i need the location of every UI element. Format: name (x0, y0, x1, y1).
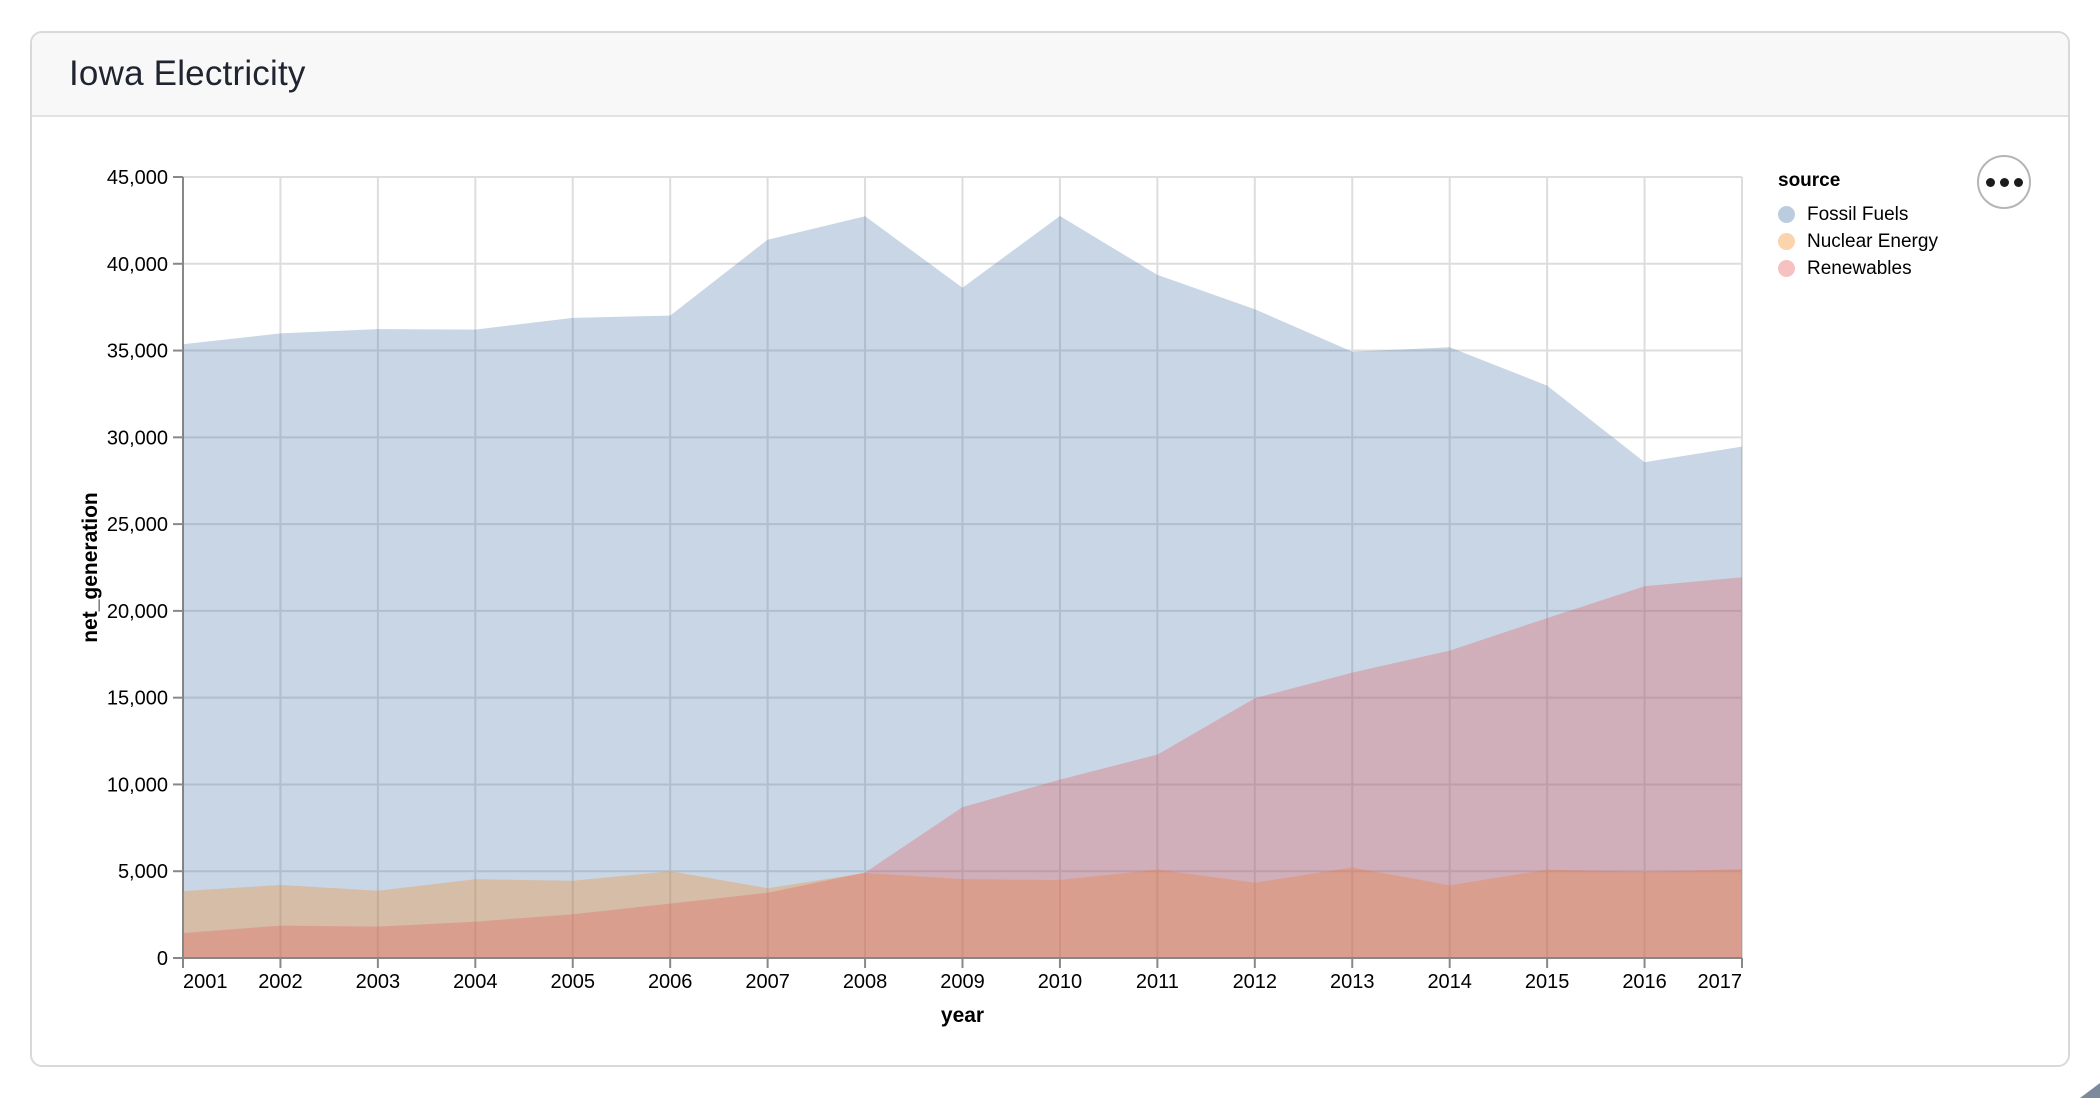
chart-card: Iowa Electricity (30, 31, 2070, 1067)
renewables-swatch-icon (1778, 260, 1795, 277)
legend-item-label: Fossil Fuels (1807, 203, 1909, 225)
resize-grip-icon[interactable] (2080, 1083, 2100, 1098)
fossil-fuels-swatch-icon (1778, 206, 1795, 223)
legend-item-nuclear-energy: Nuclear Energy (1778, 228, 1938, 255)
nuclear-energy-swatch-icon (1778, 233, 1795, 250)
legend-item-label: Renewables (1807, 257, 1912, 279)
page-title: Iowa Electricity (69, 54, 306, 93)
legend: source Fossil Fuels Nuclear Energy Renew… (1778, 170, 1938, 282)
more-options-button[interactable] (1977, 155, 2031, 209)
card-header: Iowa Electricity (32, 33, 2068, 117)
legend-title: source (1778, 170, 1841, 191)
legend-item-fossil-fuels: Fossil Fuels (1778, 201, 1938, 228)
more-options-ellipsis-icon (1985, 177, 2023, 187)
legend-item-renewables: Renewables (1778, 255, 1938, 282)
legend-item-label: Nuclear Energy (1807, 230, 1938, 252)
